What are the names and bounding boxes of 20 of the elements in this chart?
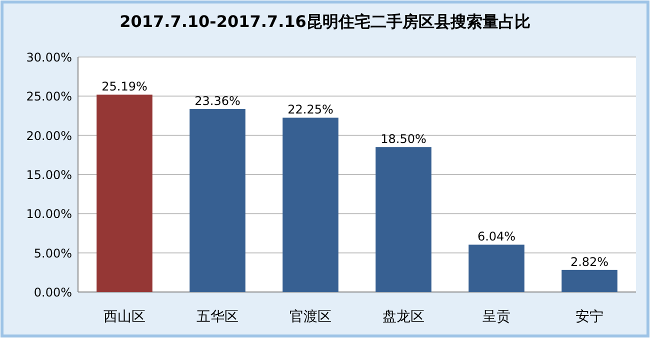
y-tick-label: 30.00%	[26, 50, 72, 64]
x-tick-label: 呈贡	[482, 309, 510, 325]
y-tick-label: 20.00%	[26, 128, 72, 143]
x-tick-label: 安宁	[576, 309, 604, 325]
data-label: 18.50%	[380, 132, 426, 146]
y-tick-label: 15.00%	[26, 168, 72, 182]
y-tick-label: 5.00%	[34, 246, 72, 260]
y-tick-label: 10.00%	[26, 207, 72, 222]
data-label: 25.19%	[102, 80, 148, 94]
data-label: 2.82%	[570, 254, 609, 269]
data-label: 22.25%	[288, 102, 334, 117]
y-tick-label: 25.00%	[26, 90, 72, 104]
x-tick-label: 盘龙区	[382, 309, 424, 325]
data-label: 23.36%	[194, 94, 240, 108]
data-label: 6.04%	[477, 230, 516, 244]
x-tick-label: 官渡区	[290, 309, 332, 325]
chart-title: 2017.7.10-2017.7.16昆明住宅二手房区县搜索量占比	[120, 12, 530, 31]
x-tick-label: 五华区	[196, 309, 238, 325]
y-tick-label: 0.00%	[34, 286, 72, 300]
x-tick-label: 西山区	[104, 309, 146, 325]
